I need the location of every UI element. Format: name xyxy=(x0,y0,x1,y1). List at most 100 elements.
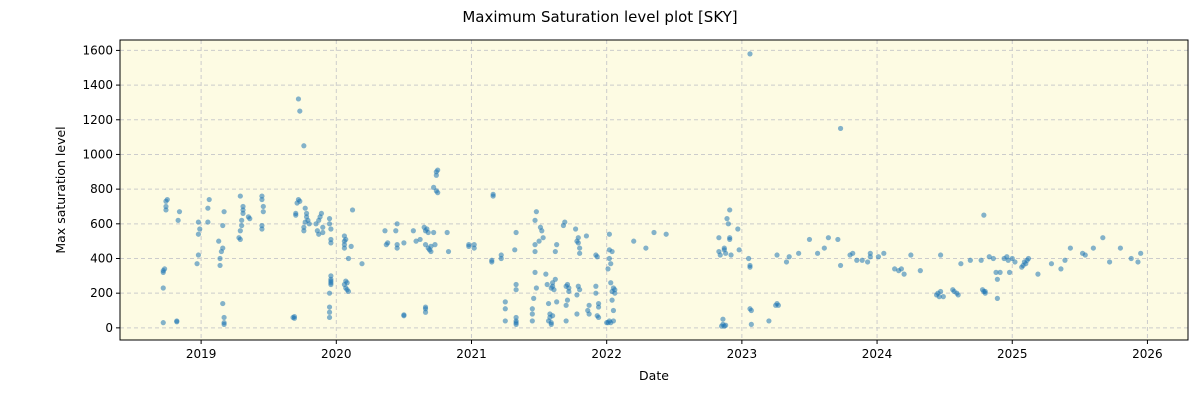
data-point xyxy=(821,245,827,251)
data-point xyxy=(994,276,1000,282)
data-point xyxy=(345,288,352,295)
x-axis: 2019 2020 2021 2022 2023 2024 2025 2026 xyxy=(186,340,1163,361)
data-point xyxy=(435,190,441,196)
data-point xyxy=(216,238,222,244)
x-axis-label: Date xyxy=(639,368,669,383)
y-tick-label: 800 xyxy=(90,182,113,196)
data-point xyxy=(197,226,203,232)
data-point xyxy=(160,285,166,291)
data-point xyxy=(221,314,227,321)
data-point xyxy=(302,219,308,225)
data-point xyxy=(908,252,914,258)
data-point xyxy=(205,219,211,225)
data-point xyxy=(901,271,907,277)
data-point xyxy=(724,216,730,222)
data-point xyxy=(163,198,169,204)
data-point xyxy=(195,219,202,225)
data-point xyxy=(163,203,169,210)
data-point xyxy=(1035,271,1041,277)
data-point xyxy=(554,299,560,305)
data-point xyxy=(651,229,657,236)
data-point xyxy=(735,226,741,232)
data-point xyxy=(583,233,590,239)
data-point xyxy=(994,295,1000,301)
data-point xyxy=(428,243,434,249)
y-tick-label: 0 xyxy=(105,321,113,335)
data-point xyxy=(566,288,572,295)
data-point xyxy=(320,224,326,230)
data-point xyxy=(748,307,754,314)
data-point xyxy=(174,318,180,324)
data-point xyxy=(563,318,569,324)
data-point xyxy=(551,287,557,293)
data-point xyxy=(958,261,964,267)
data-point xyxy=(854,257,860,263)
data-points xyxy=(160,51,1144,329)
data-point xyxy=(532,269,538,275)
data-point xyxy=(328,226,334,232)
data-point xyxy=(1100,235,1106,241)
data-point xyxy=(982,288,988,295)
data-point xyxy=(814,250,821,256)
data-point xyxy=(723,250,729,256)
data-point xyxy=(348,243,354,249)
plot-area xyxy=(120,40,1188,340)
data-point xyxy=(955,292,961,298)
data-point xyxy=(606,255,612,262)
data-point xyxy=(259,226,265,232)
data-point xyxy=(717,252,723,258)
data-point xyxy=(746,255,752,262)
y-tick-label: 600 xyxy=(90,217,113,231)
data-point xyxy=(533,285,539,291)
data-point xyxy=(859,257,865,263)
data-point xyxy=(1058,266,1064,272)
data-point xyxy=(326,290,333,296)
data-point xyxy=(775,302,781,308)
data-point xyxy=(1048,261,1055,267)
data-point xyxy=(796,250,802,256)
data-point xyxy=(574,311,580,317)
data-point xyxy=(577,287,583,293)
data-point xyxy=(938,288,944,295)
data-point xyxy=(240,210,246,217)
data-point xyxy=(543,271,549,277)
data-point xyxy=(318,210,325,217)
data-point xyxy=(239,222,245,229)
data-point xyxy=(502,306,508,312)
data-point xyxy=(326,314,333,321)
x-tick-label: 2025 xyxy=(997,347,1028,361)
data-point xyxy=(1082,252,1088,258)
data-point xyxy=(835,236,841,243)
data-point xyxy=(825,235,831,241)
data-point xyxy=(593,290,599,296)
data-point xyxy=(727,207,733,213)
data-point xyxy=(865,259,871,265)
data-point xyxy=(345,255,352,262)
data-point xyxy=(1006,269,1013,275)
data-point xyxy=(431,229,437,236)
data-point xyxy=(783,259,790,265)
data-point xyxy=(806,236,813,243)
data-point xyxy=(205,205,211,211)
data-point xyxy=(837,125,844,132)
data-point xyxy=(663,231,669,237)
data-point xyxy=(562,219,568,225)
data-point xyxy=(786,254,792,260)
data-point xyxy=(728,252,734,258)
x-tick-label: 2022 xyxy=(591,347,622,361)
data-point xyxy=(382,228,388,234)
data-point xyxy=(1128,255,1134,262)
data-point xyxy=(326,304,333,310)
data-point xyxy=(401,312,407,318)
data-point xyxy=(513,321,519,327)
data-point xyxy=(328,273,334,279)
data-point xyxy=(422,304,429,310)
y-tick-label: 1200 xyxy=(82,113,113,127)
data-point xyxy=(572,226,579,232)
data-point xyxy=(512,247,518,253)
data-point xyxy=(529,318,535,324)
data-point xyxy=(195,231,202,237)
data-point xyxy=(867,254,873,260)
x-tick-label: 2026 xyxy=(1132,347,1163,361)
data-point xyxy=(513,281,519,288)
